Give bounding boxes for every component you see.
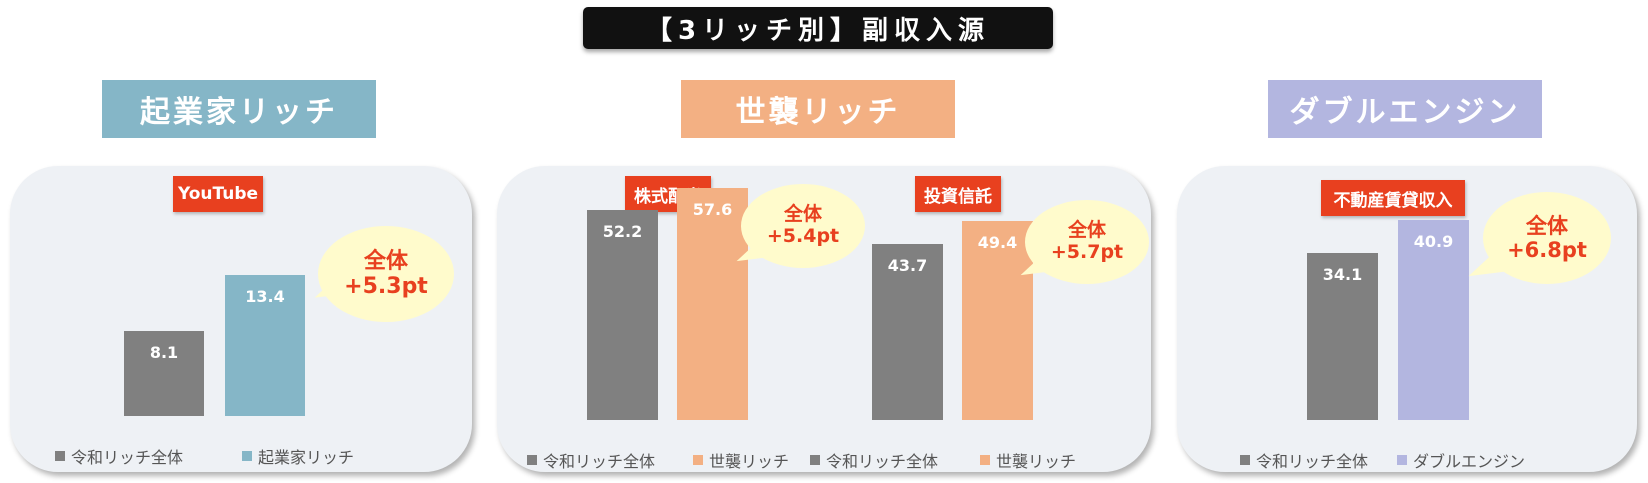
bar-overall-youtube: 8.1 [124,330,204,416]
legend-swatch [242,451,252,461]
category-label-real-estate-rental: 不動産賃貸収入 [1321,180,1465,216]
bar-value-overall-dividends: 52.2 [602,221,643,241]
diff-bubble-dividends: 全体 +5.4pt [741,184,865,268]
legend-item-overall: 令和リッチ全体 [810,448,938,472]
legend-item-hereditary: 世襲リッチ [980,448,1076,472]
group-header-hereditary: 世襲リッチ [681,80,955,138]
legend-swatch [1240,455,1250,465]
legend-label: 世襲リッチ [709,452,790,471]
diff-bubble-line1: 全体 [783,203,822,226]
legend-item-overall: 令和リッチ全体 [55,444,183,468]
legend-label: 起業家リッチ [258,448,355,467]
category-label-youtube: YouTube [173,176,263,212]
legend-swatch [693,455,703,465]
legend-label: ダブルエンジン [1413,452,1526,471]
diff-bubble-real-estate-rental: 全体 +6.8pt [1483,192,1611,284]
legend-item-entrepreneur: 起業家リッチ [242,444,354,468]
legend-label: 令和リッチ全体 [543,452,656,471]
chart-panel-entrepreneur: YouTube 8.1 13.4 全体 +5.3pt 令和リッチ全体 起業家リッ… [10,166,472,472]
bar-value-double-engine-real-estate-rental: 40.9 [1413,231,1454,251]
diff-bubble-line2: +5.3pt [344,274,428,299]
bar-overall-dividends: 52.2 [587,209,658,420]
bar-value-overall-real-estate-rental: 34.1 [1322,264,1363,284]
legend-item-double-engine: ダブルエンジン [1397,448,1525,472]
legend-item-hereditary: 世襲リッチ [693,448,789,472]
category-label-investment-trusts: 投資信託 [915,176,1001,212]
legend-label: 令和リッチ全体 [1256,452,1369,471]
legend-label: 令和リッチ全体 [71,448,184,467]
bar-value-hereditary-dividends: 57.6 [692,199,733,219]
legend-item-overall: 令和リッチ全体 [527,448,655,472]
bar-value-overall-youtube: 8.1 [149,342,179,362]
bar-hereditary-investment-trusts: 49.4 [962,220,1033,420]
legend-swatch [810,455,820,465]
legend-swatch [55,451,65,461]
bar-hereditary-dividends: 57.6 [677,187,748,420]
page-title: 【3リッチ別】副収入源 [583,7,1053,49]
bar-overall-investment-trusts: 43.7 [872,243,943,420]
diff-bubble-investment-trusts: 全体 +5.7pt [1025,200,1149,284]
legend-label: 令和リッチ全体 [826,452,939,471]
diff-bubble-line2: +5.7pt [1050,241,1124,263]
group-header-entrepreneur: 起業家リッチ [102,80,376,138]
diff-bubble-line2: +5.4pt [766,225,840,247]
diff-bubble-line1: 全体 [1067,219,1106,242]
diff-bubble-youtube: 全体 +5.3pt [318,226,454,322]
diff-bubble-line2: +6.8pt [1507,238,1587,262]
legend-swatch [1397,455,1407,465]
bar-value-entrepreneur-youtube: 13.4 [245,286,285,306]
group-header-double-engine: ダブルエンジン [1268,80,1542,138]
legend-label: 世襲リッチ [996,452,1077,471]
bar-entrepreneur-youtube: 13.4 [225,274,305,416]
chart-panel-double-engine: 不動産賃貸収入 34.1 40.9 全体 +6.8pt 令和リッチ全体 ダブルエ… [1177,166,1637,472]
legend-item-overall: 令和リッチ全体 [1240,448,1368,472]
bar-value-hereditary-investment-trusts: 49.4 [977,232,1018,252]
bar-value-overall-investment-trusts: 43.7 [887,255,928,275]
legend-swatch [527,455,537,465]
legend-swatch [980,455,990,465]
diff-bubble-line1: 全体 [1526,213,1568,238]
bar-double-engine-real-estate-rental: 40.9 [1398,219,1469,420]
diff-bubble-line1: 全体 [363,248,408,274]
chart-panel-hereditary: 株式配当 投資信託 52.2 57.6 43.7 49.4 全体 +5.4pt … [497,166,1151,472]
bar-overall-real-estate-rental: 34.1 [1307,252,1378,420]
